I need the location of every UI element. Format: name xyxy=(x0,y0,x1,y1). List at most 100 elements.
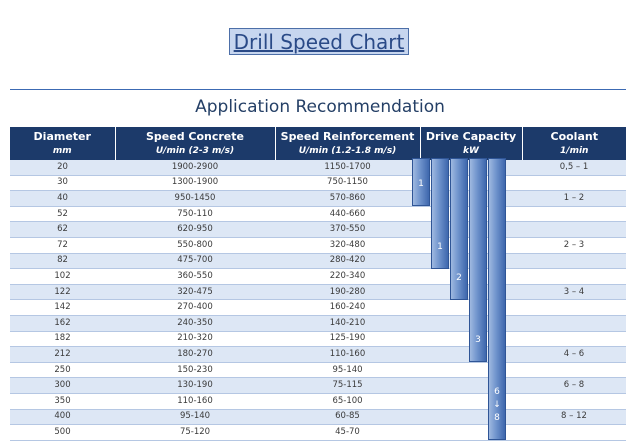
reinforcement-speed-cell: 160-240 xyxy=(275,299,420,316)
concrete-speed-cell: 950-1450 xyxy=(115,190,275,207)
reinforcement-speed-cell: 280-420 xyxy=(275,253,420,270)
table-row: 52 750-110 440-660 xyxy=(10,206,626,223)
table-row: 20 1900-2900 1150-1700 0,5 – 1 xyxy=(10,160,626,176)
reinforcement-speed-cell: 125-190 xyxy=(275,331,420,348)
capacity-bar-label: 6 ↓ 8 xyxy=(493,387,501,424)
diameter-cell: 500 xyxy=(10,424,115,441)
header-diameter-name: Diameter xyxy=(33,129,91,143)
reinforcement-speed-cell: 65-100 xyxy=(275,393,420,410)
chart-title: Drill Speed Chart xyxy=(229,28,409,55)
section-subtitle: Application Recommendation xyxy=(195,97,445,117)
drive-capacity-cell xyxy=(420,424,522,441)
coolant-cell xyxy=(522,221,626,238)
diameter-cell: 102 xyxy=(10,268,115,285)
header-drive-capacity-name: Drive Capacity xyxy=(425,129,517,143)
capacity-bar xyxy=(450,158,468,300)
table-header-row: Diameter mm Speed Concrete U/min (2-3 m/… xyxy=(10,127,626,160)
concrete-speed-cell: 110-160 xyxy=(115,393,275,410)
table-body: 20 1900-2900 1150-1700 0,5 – 1 30 1300-1900 75… xyxy=(10,160,626,441)
diameter-cell: 30 xyxy=(10,175,115,192)
coolant-cell xyxy=(522,362,626,379)
concrete-speed-cell: 210-320 xyxy=(115,331,275,348)
table-row: 250 150-230 95-140 xyxy=(10,362,626,379)
diameter-cell: 62 xyxy=(10,221,115,238)
reinforcement-speed-cell: 320-480 xyxy=(275,237,420,254)
table-row: 122 320-475 190-280 3 – 4 xyxy=(10,284,626,301)
concrete-speed-cell: 150-230 xyxy=(115,362,275,379)
drive-capacity-cell xyxy=(420,377,522,394)
table-row: 300 130-190 75-115 6 – 8 xyxy=(10,377,626,394)
header-speed-concrete-unit: U/min (2-3 m/s) xyxy=(155,145,235,156)
table-row: 212 180-270 110-160 4 – 6 xyxy=(10,346,626,363)
concrete-speed-cell: 1300-1900 xyxy=(115,175,275,192)
capacity-bar xyxy=(488,158,506,441)
reinforcement-speed-cell: 570-860 xyxy=(275,190,420,207)
header-coolant-name: Coolant xyxy=(550,129,598,143)
reinforcement-speed-cell: 440-660 xyxy=(275,206,420,223)
concrete-speed-cell: 550-800 xyxy=(115,237,275,254)
table-row: 82 475-700 280-420 xyxy=(10,253,626,270)
concrete-speed-cell: 95-140 xyxy=(115,409,275,426)
reinforcement-speed-cell: 75-115 xyxy=(275,377,420,394)
reinforcement-speed-cell: 750-1150 xyxy=(275,175,420,192)
drive-capacity-cell xyxy=(420,393,522,410)
diameter-cell: 52 xyxy=(10,206,115,223)
coolant-cell: 2 – 3 xyxy=(522,237,626,254)
reinforcement-speed-cell: 1150-1700 xyxy=(275,160,420,176)
table-row: 400 95-140 60-85 8 – 12 xyxy=(10,409,626,426)
diameter-cell: 400 xyxy=(10,409,115,426)
coolant-cell xyxy=(522,299,626,316)
diameter-cell: 122 xyxy=(10,284,115,301)
concrete-speed-cell: 320-475 xyxy=(115,284,275,301)
coolant-cell xyxy=(522,331,626,348)
header-speed-reinforcement-name: Speed Reinforcement xyxy=(280,129,415,143)
coolant-cell xyxy=(522,206,626,223)
table-row: 102 360-550 220-340 xyxy=(10,268,626,285)
coolant-cell xyxy=(522,315,626,332)
coolant-cell: 0,5 – 1 xyxy=(522,160,626,176)
diameter-cell: 142 xyxy=(10,299,115,316)
reinforcement-speed-cell: 190-280 xyxy=(275,284,420,301)
coolant-cell: 8 – 12 xyxy=(522,409,626,426)
diameter-cell: 182 xyxy=(10,331,115,348)
header-drive-capacity: Drive Capacity kW xyxy=(420,127,523,160)
diameter-cell: 250 xyxy=(10,362,115,379)
speed-table: Diameter mm Speed Concrete U/min (2-3 m/… xyxy=(10,127,626,441)
concrete-speed-cell: 240-350 xyxy=(115,315,275,332)
concrete-speed-cell: 620-950 xyxy=(115,221,275,238)
table-row: 182 210-320 125-190 xyxy=(10,331,626,348)
diameter-cell: 300 xyxy=(10,377,115,394)
header-coolant-unit: 1/min xyxy=(560,145,589,156)
diameter-cell: 82 xyxy=(10,253,115,270)
concrete-speed-cell: 130-190 xyxy=(115,377,275,394)
header-speed-concrete: Speed Concrete U/min (2-3 m/s) xyxy=(115,127,276,160)
header-speed-concrete-name: Speed Concrete xyxy=(145,129,244,143)
coolant-cell: 3 – 4 xyxy=(522,284,626,301)
table-row: 142 270-400 160-240 xyxy=(10,299,626,316)
capacity-bar-label: 1 xyxy=(418,179,424,190)
table-row: 500 75-120 45-70 xyxy=(10,424,626,441)
capacity-bar-label: 1 xyxy=(437,241,443,252)
reinforcement-speed-cell: 110-160 xyxy=(275,346,420,363)
coolant-cell: 6 – 8 xyxy=(522,377,626,394)
diameter-cell: 212 xyxy=(10,346,115,363)
table-row: 30 1300-1900 750-1150 xyxy=(10,175,626,192)
reinforcement-speed-cell: 140-210 xyxy=(275,315,420,332)
header-coolant: Coolant 1/min xyxy=(522,127,626,160)
diameter-cell: 72 xyxy=(10,237,115,254)
capacity-bar-label: 3 xyxy=(475,335,481,346)
concrete-speed-cell: 475-700 xyxy=(115,253,275,270)
reinforcement-speed-cell: 220-340 xyxy=(275,268,420,285)
table-row: 40 950-1450 570-860 1 – 2 xyxy=(10,190,626,207)
drive-capacity-cell xyxy=(420,409,522,426)
reinforcement-speed-cell: 45-70 xyxy=(275,424,420,441)
reinforcement-speed-cell: 60-85 xyxy=(275,409,420,426)
header-speed-reinforcement-unit: U/min (1.2-1.8 m/s) xyxy=(298,145,397,156)
coolant-cell: 4 – 6 xyxy=(522,346,626,363)
reinforcement-speed-cell: 370-550 xyxy=(275,221,420,238)
diameter-cell: 40 xyxy=(10,190,115,207)
table-row: 72 550-800 320-480 2 – 3 xyxy=(10,237,626,254)
concrete-speed-cell: 750-110 xyxy=(115,206,275,223)
coolant-cell xyxy=(522,253,626,270)
diameter-cell: 350 xyxy=(10,393,115,410)
